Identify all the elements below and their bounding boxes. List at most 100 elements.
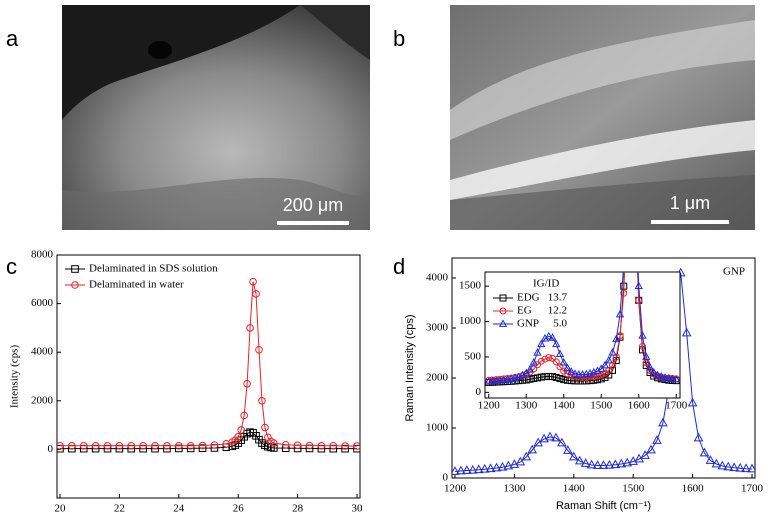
y-tick-label: 4000 — [426, 272, 449, 284]
marker — [522, 368, 531, 377]
y-tick-label: 6000 — [31, 297, 54, 309]
marker — [609, 361, 616, 369]
x-tick-label: 22 — [114, 503, 125, 515]
marker — [645, 362, 655, 371]
marker — [608, 348, 617, 356]
marker — [649, 367, 658, 376]
marker — [246, 324, 254, 332]
marker — [479, 463, 490, 473]
marker — [210, 441, 219, 449]
marker — [635, 296, 643, 304]
marker — [530, 375, 538, 383]
marker — [560, 376, 568, 384]
marker — [341, 444, 349, 453]
y-tick-label: 1000 — [459, 315, 482, 327]
x-tick-label: 1400 — [563, 483, 586, 495]
x-tick-label: 1200 — [478, 400, 501, 412]
marker — [580, 458, 591, 467]
scale-bar-label: 200 μm — [283, 195, 343, 215]
panel-label: b — [393, 26, 405, 51]
marker — [612, 334, 621, 343]
marker — [541, 373, 549, 381]
y-tick-label: 2000 — [426, 372, 449, 384]
x-axis-label: Raman Shift (cm⁻¹) — [556, 500, 651, 512]
x-tick-label: 24 — [173, 503, 185, 515]
marker — [252, 290, 260, 298]
legend-label: EDG — [517, 292, 540, 304]
marker — [499, 307, 507, 315]
marker — [556, 375, 564, 383]
marker — [456, 465, 466, 475]
sem-image-b — [450, 5, 755, 230]
y-tick-label: 4000 — [31, 346, 54, 358]
marker — [545, 431, 555, 441]
marker — [705, 455, 716, 464]
marker — [628, 456, 639, 465]
marker — [639, 342, 646, 350]
marker — [281, 440, 290, 449]
marker — [555, 349, 565, 358]
marker — [68, 441, 76, 450]
marker — [735, 462, 745, 472]
y-tick-label: 0 — [443, 472, 449, 484]
marker — [567, 377, 575, 385]
marker — [605, 371, 613, 379]
x-tick-label: 20 — [54, 503, 66, 515]
y-tick-label: 1000 — [426, 422, 449, 434]
marker — [255, 345, 263, 354]
marker — [186, 444, 195, 453]
y-tick-label: 2000 — [31, 394, 54, 406]
marker — [198, 441, 207, 450]
series-line — [59, 281, 358, 447]
legend-ratio: 5.0 — [553, 318, 567, 330]
marker — [329, 441, 338, 450]
marker — [549, 354, 556, 362]
x-tick-label: 1600 — [628, 400, 651, 412]
y-tick-label: 1500 — [459, 280, 482, 292]
y-tick-label: 8000 — [31, 249, 54, 261]
marker — [353, 442, 360, 450]
marker — [597, 364, 606, 372]
data-layer — [485, 272, 680, 386]
marker — [57, 441, 64, 450]
scale-bar-label: 1 μm — [670, 193, 710, 213]
marker — [634, 281, 643, 290]
x-tick-label: 1700 — [665, 400, 688, 412]
marker — [527, 444, 538, 454]
marker — [604, 459, 615, 469]
marker — [597, 371, 605, 379]
marker — [672, 374, 680, 383]
marker — [139, 441, 147, 450]
marker — [592, 460, 603, 469]
marker — [243, 379, 251, 388]
marker — [548, 333, 557, 341]
marker — [579, 377, 586, 385]
x-tick-label: 1300 — [515, 400, 538, 412]
marker — [544, 331, 553, 340]
marker — [317, 441, 326, 450]
marker — [258, 397, 266, 405]
marker — [462, 465, 472, 474]
marker — [723, 461, 734, 471]
marker — [638, 331, 647, 339]
y-tick-label: 0 — [48, 443, 54, 455]
marker — [605, 366, 613, 374]
marker — [681, 327, 692, 337]
marker — [79, 441, 88, 450]
marker — [540, 333, 550, 342]
marker — [567, 367, 576, 375]
data-layer — [57, 277, 360, 453]
x-tick-label: 1400 — [553, 400, 576, 412]
marker — [747, 463, 755, 473]
marker — [593, 366, 602, 375]
marker — [163, 441, 171, 450]
legend-label: Delaminated in water — [89, 279, 184, 291]
marker — [586, 459, 597, 469]
marker — [518, 370, 527, 379]
marker — [660, 373, 670, 381]
marker — [563, 363, 572, 372]
marker — [612, 353, 620, 361]
marker — [491, 462, 502, 472]
marker — [604, 355, 613, 364]
